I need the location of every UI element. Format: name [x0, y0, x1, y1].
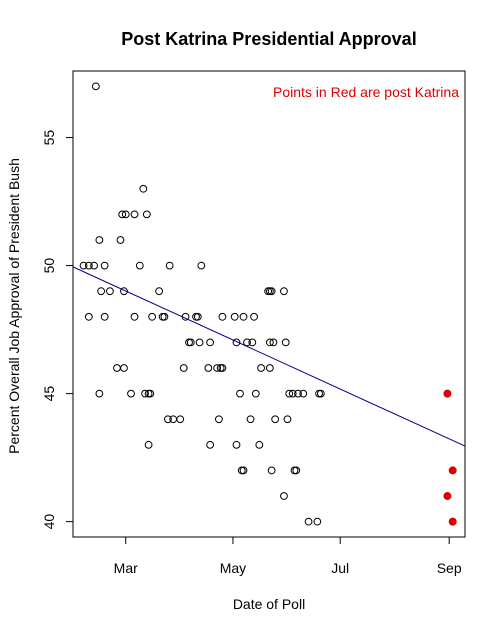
- post-katrina-point: [448, 466, 457, 475]
- pre-katrina-point: [232, 338, 241, 347]
- pre-katrina-point: [292, 466, 301, 475]
- y-tick-label: 55: [41, 130, 57, 146]
- pre-katrina-point: [246, 415, 255, 424]
- pre-katrina-point: [255, 440, 264, 449]
- pre-katrina-point: [155, 287, 164, 296]
- pre-katrina-point: [118, 210, 127, 219]
- y-axis: 40 45 50 55: [41, 130, 73, 530]
- pre-katrina-point: [206, 338, 215, 347]
- pre-katrina-point: [176, 415, 185, 424]
- pre-katrina-point: [239, 466, 248, 475]
- trend-line: [72, 266, 466, 447]
- pre-katrina-point: [135, 261, 144, 270]
- pre-katrina-point: [97, 287, 106, 296]
- pre-katrina-point: [248, 338, 257, 347]
- pre-katrina-point: [215, 415, 223, 424]
- pre-katrina-point: [90, 261, 98, 270]
- pre-katrina-point: [142, 210, 151, 219]
- pre-katrina-point: [204, 364, 213, 372]
- pre-katrina-point: [148, 312, 157, 321]
- pre-katrina-point: [281, 338, 290, 347]
- pre-katrina-point: [84, 312, 93, 321]
- x-axis-title: Date of Poll: [233, 596, 305, 612]
- pre-katrina-point: [139, 184, 148, 193]
- pre-katrina-point: [146, 389, 155, 398]
- pre-katrina-point: [206, 440, 215, 449]
- y-tick-label: 50: [41, 258, 57, 274]
- pre-katrina-point: [280, 492, 288, 500]
- pre-katrina-point: [130, 312, 139, 321]
- post-katrina-annotation: Points in Red are post Katrina: [273, 84, 459, 100]
- trend-line-layer: [72, 266, 466, 447]
- x-axis: Mar May Jul Sep: [114, 537, 462, 576]
- pre-katrina-point: [288, 389, 297, 398]
- y-tick-label: 40: [41, 514, 57, 530]
- pre-katrina-point: [304, 517, 313, 526]
- pre-katrina-point: [285, 389, 294, 398]
- post-katrina-point: [443, 389, 452, 398]
- pre-katrina-point: [165, 261, 174, 270]
- pre-katrina-point: [232, 440, 241, 449]
- pre-katrina-point: [299, 389, 308, 398]
- pre-katrina-point: [251, 389, 260, 398]
- pre-katrina-point: [91, 82, 100, 91]
- pre-katrina-point: [265, 364, 274, 372]
- pre-katrina-point: [127, 389, 135, 398]
- pre-katrina-point: [236, 389, 244, 398]
- x-tick-label: Mar: [114, 560, 138, 576]
- pre-katrina-point: [316, 389, 325, 398]
- data-points-layer: [79, 82, 457, 526]
- pre-katrina-point: [213, 364, 222, 372]
- pre-katrina-point: [280, 287, 288, 296]
- pre-katrina-point: [181, 312, 190, 321]
- pre-katrina-point: [160, 312, 169, 321]
- pre-katrina-point: [313, 517, 322, 526]
- x-tick-label: Sep: [437, 560, 462, 576]
- chart-title: Post Katrina Presidential Approval: [121, 29, 416, 49]
- pre-katrina-point: [164, 415, 172, 424]
- pre-katrina-point: [267, 466, 276, 475]
- pre-katrina-point: [120, 287, 128, 296]
- pre-katrina-point: [257, 364, 265, 372]
- pre-katrina-point: [271, 415, 280, 424]
- pre-katrina-point: [120, 364, 128, 372]
- pre-katrina-point: [144, 440, 153, 449]
- pre-katrina-point: [243, 338, 251, 347]
- post-katrina-point: [443, 492, 452, 501]
- pre-katrina-point: [239, 312, 248, 321]
- pre-katrina-point: [195, 338, 204, 347]
- pre-katrina-point: [116, 236, 125, 244]
- x-tick-label: May: [220, 560, 246, 576]
- pre-katrina-point: [218, 364, 227, 372]
- pre-katrina-point: [283, 415, 292, 424]
- pre-katrina-point: [141, 389, 149, 398]
- pre-katrina-point: [267, 287, 276, 296]
- pre-katrina-point: [193, 312, 202, 321]
- pre-katrina-point: [100, 312, 109, 321]
- pre-katrina-point: [179, 364, 188, 372]
- pre-katrina-point: [79, 261, 88, 270]
- y-tick-label: 45: [41, 386, 57, 402]
- y-axis-title: Percent Overall Job Approval of Presiden…: [6, 158, 22, 454]
- x-tick-label: Jul: [331, 560, 349, 576]
- plot-area-frame: [72, 70, 466, 538]
- pre-katrina-point: [197, 261, 206, 270]
- pre-katrina-point: [121, 210, 130, 219]
- pre-katrina-point: [265, 338, 274, 347]
- pre-katrina-point: [294, 389, 302, 398]
- pre-katrina-point: [250, 312, 258, 321]
- pre-katrina-point: [230, 312, 239, 321]
- pre-katrina-point: [84, 261, 93, 270]
- pre-katrina-point: [186, 338, 195, 347]
- pre-katrina-point: [95, 389, 104, 398]
- pre-katrina-point: [130, 210, 139, 219]
- post-katrina-point: [448, 517, 457, 526]
- pre-katrina-point: [106, 287, 114, 296]
- pre-katrina-point: [95, 236, 104, 244]
- pre-katrina-point: [218, 312, 227, 321]
- pre-katrina-point: [269, 338, 278, 347]
- pre-katrina-point: [100, 261, 109, 270]
